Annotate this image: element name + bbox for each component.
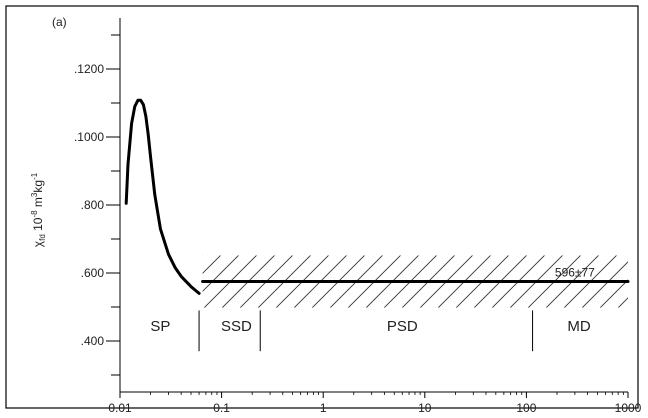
x-tick-label: 1000 (615, 401, 642, 415)
ylabel-main: χ (31, 240, 45, 247)
axes (119, 18, 628, 393)
ylabel-sub: fd (38, 234, 47, 241)
plot-frame (5, 5, 639, 409)
y-tick-label: .1000 (74, 130, 104, 144)
y-tick-label: .600 (81, 266, 105, 280)
ylabel-mid: m (31, 197, 45, 210)
ylabel-exp2: 3 (30, 192, 39, 197)
hatch-line (202, 255, 221, 274)
ylabel-exp3: -1 (30, 172, 39, 180)
region-label-ssd: SSD (221, 318, 252, 335)
x-tick-label: 100 (516, 401, 536, 415)
series-line-1 (124, 98, 201, 295)
annotation-label: 596±77 (555, 265, 595, 279)
x-tick-label: 1 (320, 401, 327, 415)
regions: SP SSD PSD MD (150, 310, 591, 352)
hatch-line (202, 255, 203, 256)
x-ticks: 0.01 0.1 1 10 100 1000 (108, 392, 642, 415)
y-tick-label: .1200 (74, 62, 104, 76)
x-tick-label: 10 (418, 401, 432, 415)
x-tick-label: 0.01 (108, 401, 132, 415)
hatch-line (617, 297, 628, 308)
region-label-md: MD (567, 318, 590, 335)
y-tick-label: .400 (81, 334, 105, 348)
region-label-sp: SP (150, 318, 170, 335)
ylabel-rest: 10 (31, 217, 45, 234)
series (124, 98, 630, 295)
y-ticks: .400 .600 .800 .1000 .1200 (74, 34, 120, 376)
ylabel-tail: kg (31, 180, 45, 193)
y-tick-label: .800 (81, 198, 105, 212)
panel-label: (a) (52, 15, 67, 29)
region-label-psd: PSD (387, 318, 418, 335)
y-axis-label: χfd 10-8 m3kg-1 (30, 172, 47, 247)
ylabel-exp1: -8 (30, 210, 39, 218)
x-tick-label: 0.1 (213, 401, 230, 415)
